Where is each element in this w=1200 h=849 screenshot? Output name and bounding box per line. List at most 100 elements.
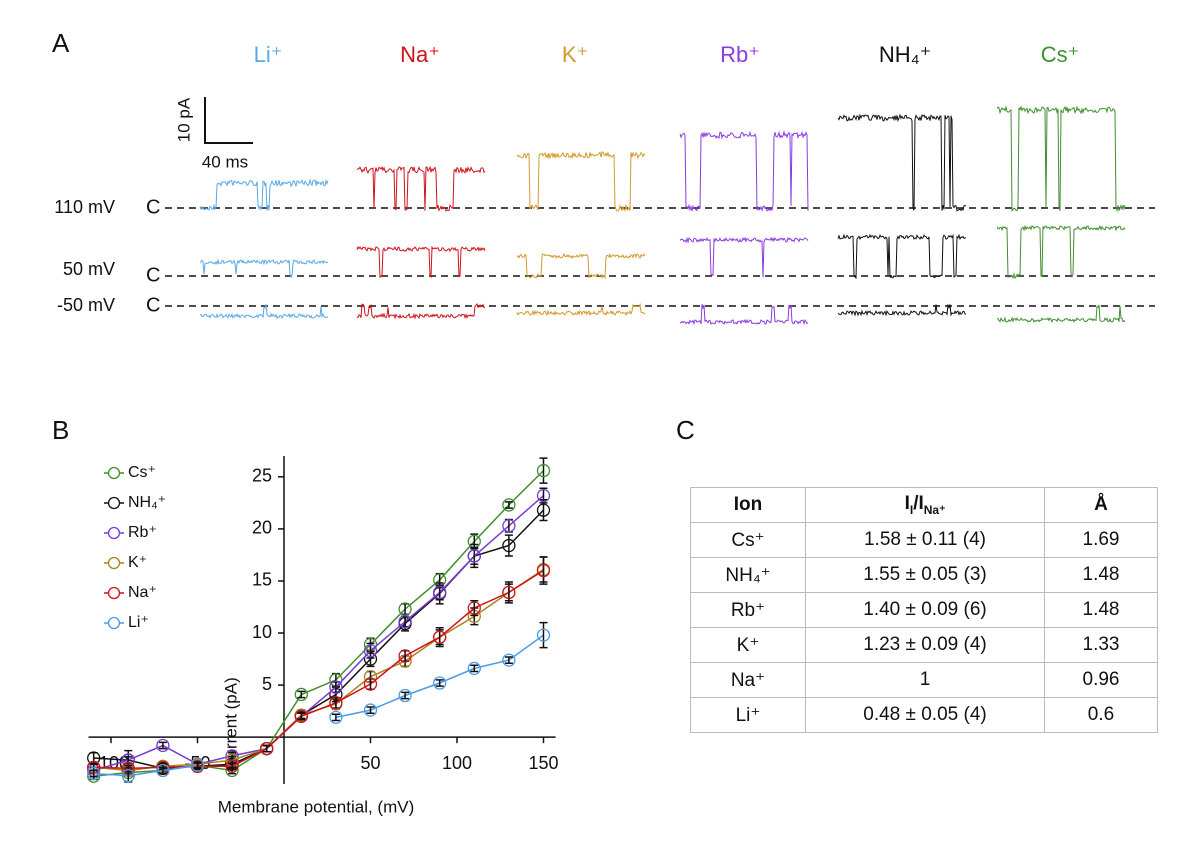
header-part: /I	[913, 493, 924, 515]
data-point	[536, 628, 551, 642]
current-trace	[996, 224, 1126, 280]
legend-label: Li⁺	[128, 614, 149, 631]
current-trace	[199, 178, 329, 211]
closed-label: C	[146, 264, 160, 286]
data-point	[87, 766, 101, 781]
table-cell: 1.40 ± 0.09 (6)	[805, 592, 1045, 628]
error-bar	[297, 690, 306, 699]
voltage-label: 50 mV	[63, 259, 115, 279]
ion-label: Cs⁺	[1041, 42, 1080, 67]
header-row: Ion II/INa⁺ Å	[690, 487, 1158, 523]
scale-time: 40 ms	[202, 152, 248, 171]
data-point	[536, 488, 551, 503]
error-bar	[89, 769, 98, 778]
error-bar	[539, 457, 548, 484]
data-point	[156, 738, 170, 753]
data-point	[502, 498, 516, 512]
current-trace	[679, 236, 809, 278]
table-cell: 1.69	[1044, 522, 1158, 558]
table-row: NH₄⁺ 1.55 ± 0.05 (3) 1.48	[690, 557, 1158, 593]
legend-label: K⁺	[128, 554, 147, 571]
error-bar	[470, 599, 479, 617]
data-point	[398, 688, 412, 703]
data-point	[260, 741, 274, 756]
voltage-label: 110 mV	[54, 197, 115, 217]
data-point	[329, 710, 343, 725]
table-row: K⁺ 1.23 ± 0.09 (4) 1.33	[690, 627, 1158, 663]
table-cell: Na⁺	[690, 662, 806, 698]
error-bar	[401, 691, 410, 700]
current-trace	[996, 105, 1126, 213]
data-point	[294, 709, 308, 723]
current-trace	[199, 258, 329, 279]
legend-marker	[107, 526, 121, 540]
data-point	[536, 503, 551, 517]
panel-letter: C	[676, 415, 695, 445]
legend-marker	[107, 586, 121, 600]
legend-marker	[107, 556, 121, 570]
current-trace	[516, 302, 646, 317]
table-cell: 1	[805, 662, 1045, 698]
current-trace	[996, 304, 1126, 324]
ion-label: Rb⁺	[720, 42, 760, 67]
legend-marker	[107, 616, 121, 630]
y-tick-label: 5	[262, 674, 272, 694]
current-trace	[199, 304, 329, 319]
closed-label: C	[146, 294, 160, 316]
data-point	[363, 677, 378, 691]
series-line	[93, 495, 544, 772]
table-cell: NH₄⁺	[690, 557, 806, 593]
current-trace	[837, 233, 967, 280]
error-bar	[262, 744, 271, 753]
error-bar	[504, 518, 513, 533]
table-row: Na⁺ 1 0.96	[690, 662, 1158, 698]
current-trace	[516, 252, 646, 280]
current-trace	[679, 130, 809, 212]
error-bar	[435, 629, 444, 646]
x-tick-label: 100	[442, 753, 472, 773]
table-row: Rb⁺ 1.40 ± 0.09 (6) 1.48	[690, 592, 1158, 628]
data-point	[467, 601, 481, 615]
data-point	[433, 585, 447, 600]
data-point	[363, 703, 378, 717]
error-bar	[504, 501, 513, 509]
error-bar	[539, 487, 548, 504]
data-point	[433, 630, 447, 644]
table-row: Cs⁺ 1.58 ± 0.11 (4) 1.69	[690, 522, 1158, 558]
legend-label: NH₄⁺	[128, 494, 166, 511]
ion-label: Li⁺	[254, 42, 283, 67]
table-cell: Cs⁺	[690, 522, 806, 558]
x-tick-label: 150	[528, 753, 558, 773]
y-tick-label: 15	[252, 570, 272, 590]
table-cell: 0.48 ± 0.05 (4)	[805, 697, 1045, 733]
error-bar	[504, 534, 513, 557]
header-cell: Ion	[690, 487, 806, 523]
ion-label: NH₄⁺	[879, 42, 931, 67]
table-row: Li⁺ 0.48 ± 0.05 (4) 0.6	[690, 697, 1158, 733]
data-point	[502, 519, 516, 533]
data-point	[502, 585, 516, 600]
ion-label: K⁺	[562, 42, 588, 67]
data-point	[467, 549, 481, 563]
data-point	[225, 759, 239, 773]
data-point	[190, 758, 205, 772]
legend-label: Na⁺	[128, 584, 157, 601]
current-trace	[679, 303, 809, 326]
legend-marker	[107, 466, 121, 480]
data-point	[467, 661, 481, 676]
table-cell: 1.33	[1044, 627, 1158, 663]
error-bar	[331, 713, 340, 722]
data-point	[121, 769, 135, 783]
panel-letter: A	[52, 28, 70, 58]
data-point	[329, 680, 343, 694]
legend-label: Rb⁺	[128, 524, 157, 541]
y-axis-label: Current (pA)	[221, 677, 240, 771]
ion-label: Na⁺	[400, 42, 440, 67]
data-point	[398, 649, 412, 663]
table: Ion II/INa⁺ Å Cs⁺ 1.58 ± 0.11 (4) 1.69 NH₄⁺ 1.5…	[690, 487, 1158, 733]
table-cell: 0.96	[1044, 662, 1158, 698]
table-cell: 1.58 ± 0.11 (4)	[805, 522, 1045, 558]
current-trace	[356, 303, 486, 320]
